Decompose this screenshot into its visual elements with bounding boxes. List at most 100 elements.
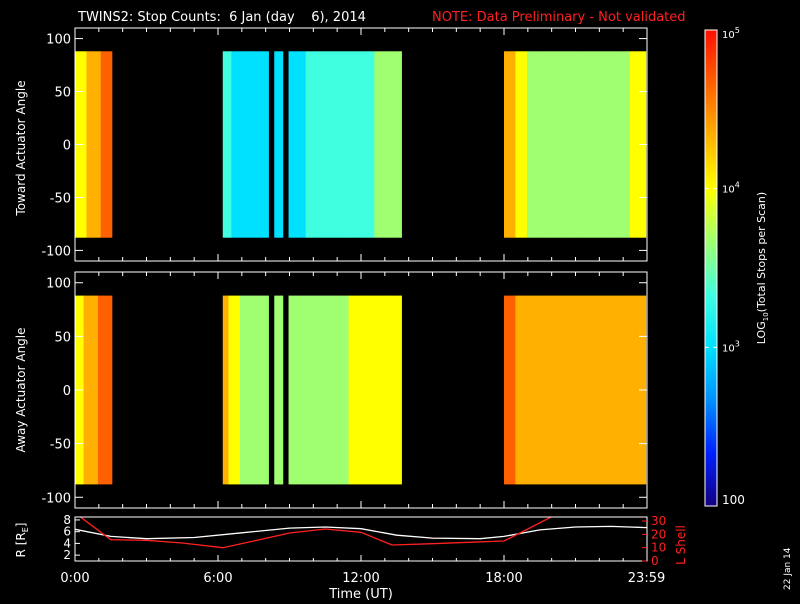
orbit-y2-tick-label: 30 [651,514,666,528]
toward-heat-column [621,51,625,238]
toward-heat-column [569,51,574,238]
toward-heat-column [288,51,292,238]
away-heat-column [259,295,264,485]
away-heat-column [391,295,395,485]
orbit-frame [74,516,648,562]
toward-heat-column [305,51,309,238]
away-heat-column [311,295,315,485]
away-heat-column [624,295,628,485]
toward-heat-column [317,51,321,238]
toward-heat-column [308,51,312,238]
away-heat-column [558,295,562,485]
x-axis-label: Time (UT) [328,587,393,600]
away-heat-column [325,295,329,485]
toward-heat-column [504,51,508,238]
away-heat-column [506,295,511,485]
away-heat-column [277,295,281,485]
away-heat-column [566,295,571,485]
toward-heat-column [109,51,113,238]
toward-heat-column [572,51,576,238]
away-heat-column [504,295,508,485]
away-heat-column [109,295,113,485]
away-heat-column [635,295,639,485]
away-heat-column [242,295,247,485]
toward-heat-column [400,51,402,238]
away-heat-column [564,295,568,485]
x-tick-label: 6:00 [203,571,232,586]
toward-heat-column [228,51,232,238]
away-heat-column [234,295,238,485]
x-tick-label: 12:00 [342,571,379,586]
away-heat-column [532,295,536,485]
away-heat-column [239,295,244,485]
toward-heat-column [506,51,511,238]
colorbar-tick-label: 103 [722,339,740,354]
toward-heat-column [632,51,636,238]
away-heat-column [541,295,545,485]
away-heat-column [308,295,312,485]
colorbar: 105 104 103 100 LOG10(Total Stops per Scan) [704,26,770,507]
toward-heat-column [360,51,364,238]
away-heat-column [322,295,327,485]
orbit-lshell-label: L Shell [674,525,688,565]
toward-heat-column [100,51,104,238]
toward-heat-column [558,51,562,238]
toward-heat-column [95,51,99,238]
away-heat-column [555,295,559,485]
away-heat-column [297,295,301,485]
toward-heat-column [521,51,525,238]
away-heat-column [621,295,625,485]
toward-heat-column [259,51,264,238]
toward-heat-column [251,51,255,238]
toward-heat-column [291,51,295,238]
toward-heat-column [239,51,244,238]
away-heat-column [97,295,102,485]
away-heat-column [524,295,528,485]
away-heat-column [394,295,398,485]
toward-heat-column [515,51,519,238]
away-heatmap [75,295,647,485]
away-heat-column [626,295,631,485]
away-heat-column [83,295,87,485]
toward-heat-column [564,51,568,238]
colorbar-tick-label: 104 [722,181,740,196]
away-heat-column [604,295,608,485]
toward-heat-column [524,51,528,238]
toward-heat-column [254,51,258,238]
away-heat-column [360,295,364,485]
toward-y-tick-label: -50 [50,191,71,206]
toward-y-tick-label: 50 [54,86,71,101]
toward-heat-column [601,51,605,238]
away-heat-column [578,295,582,485]
toward-heat-column [334,51,338,238]
toward-heat-column [552,51,556,238]
away-heat-column [305,295,309,485]
toward-heat-column [294,51,298,238]
away-y-tick-label: -100 [41,491,71,506]
orbit-y2-tick-label: 0 [651,554,659,568]
toward-heat-column [331,51,335,238]
toward-heat-column [604,51,608,238]
toward-heat-column [362,51,367,238]
toward-heat-column [377,51,381,238]
away-heat-column [337,295,341,485]
toward-heat-column [595,51,599,238]
away-heat-column [575,295,579,485]
away-y-tick-label: 0 [63,384,71,399]
away-heat-column [382,295,387,485]
away-heat-column [509,295,513,485]
toward-y-tick-label: -100 [41,244,71,259]
away-heat-column [535,295,539,485]
toward-angle-spectrogram: 100 50 0 -50 -100 Toward Actuator Angle [14,27,648,262]
date-stamp: 22 Jan 14 [783,547,793,590]
away-heat-column [589,295,594,485]
toward-heat-column [368,51,372,238]
away-y-tick-label: 100 [46,277,71,292]
toward-heat-column [262,51,267,238]
away-heat-column [609,295,614,485]
toward-heat-column [549,51,554,238]
away-heat-column [291,295,295,485]
away-heat-column [518,295,522,485]
toward-heat-column [575,51,579,238]
